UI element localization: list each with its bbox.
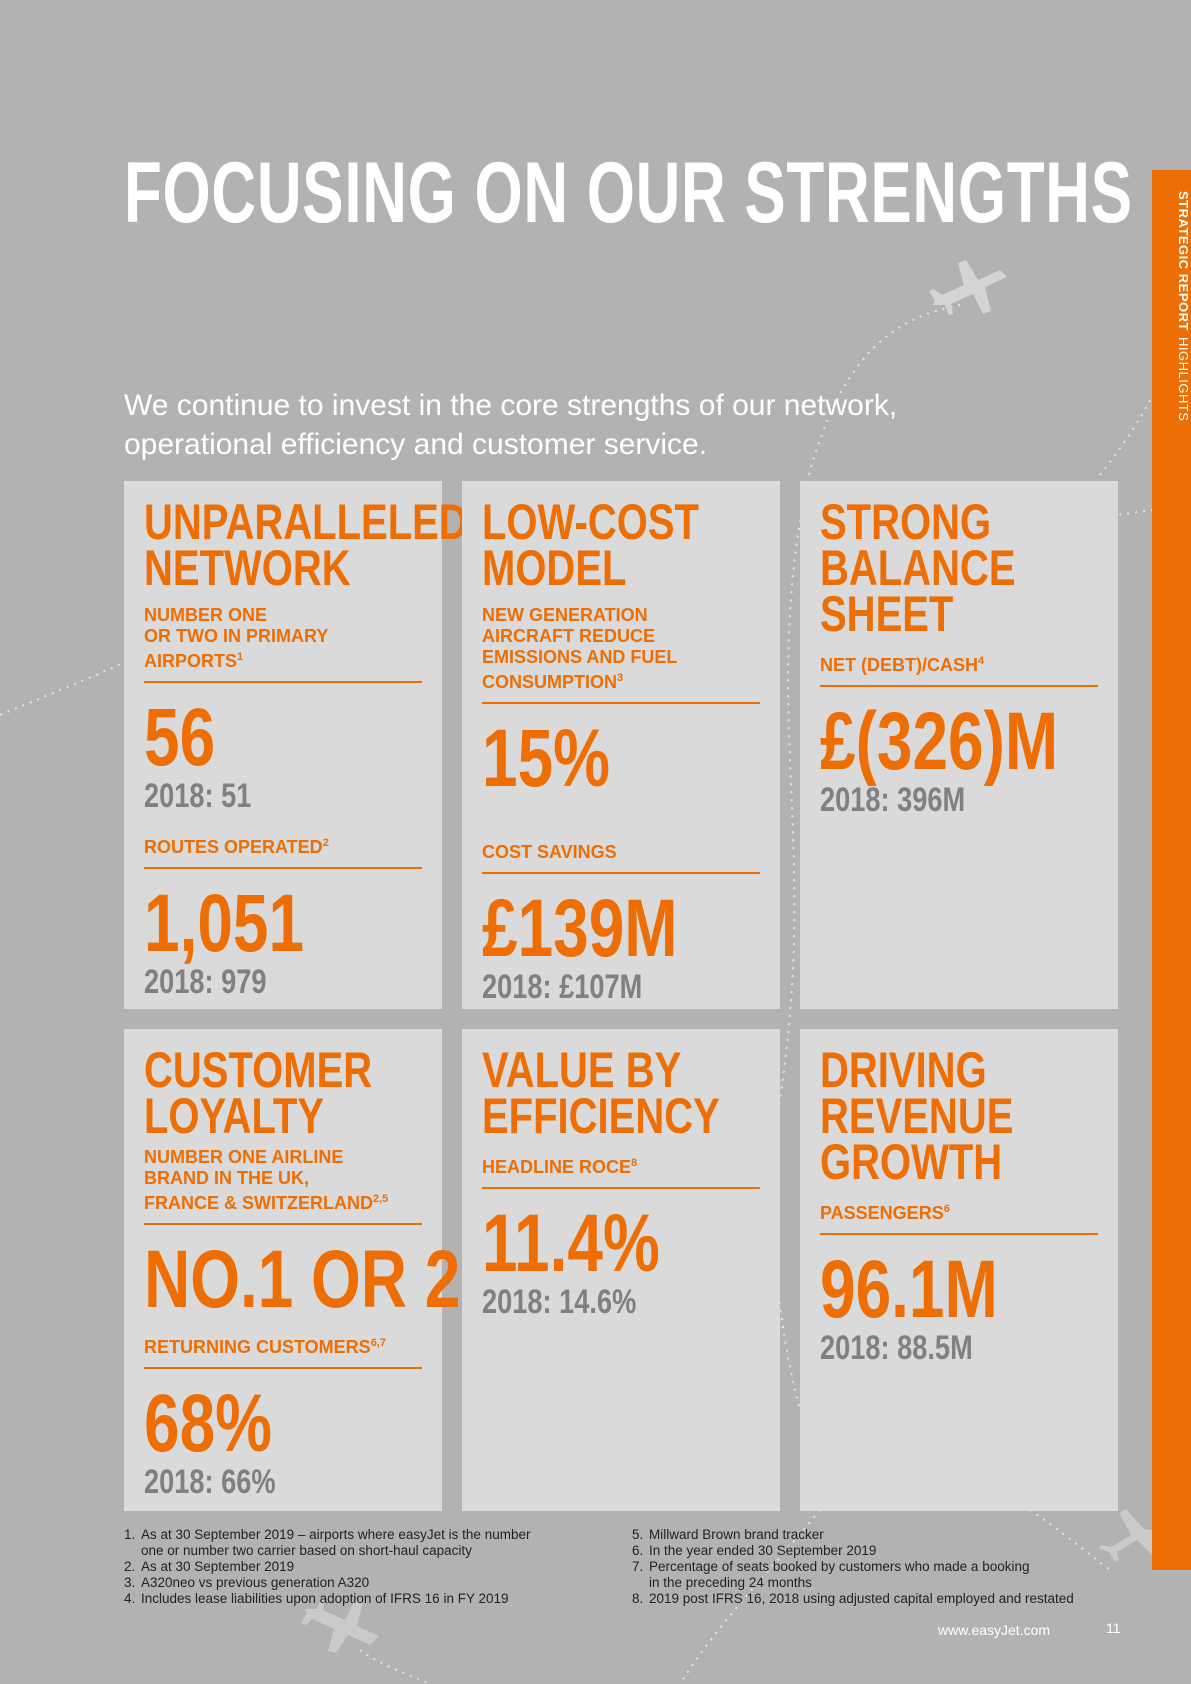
footnote: 1. As at 30 September 2019 – airports whe… <box>124 1527 531 1558</box>
metric-value: £139M <box>482 883 678 974</box>
card-low-cost-model: LOW-COST MODEL NEW GENERATION AIRCRAFT R… <box>462 481 780 1009</box>
footnotes-left: 1. As at 30 September 2019 – airports whe… <box>124 1527 604 1607</box>
prior-year-value: 2018: 14.6% <box>482 1283 637 1321</box>
intro-text: We continue to invest in the core streng… <box>124 389 898 461</box>
section-label: STRATEGIC REPORT HIGHLIGHTS <box>1152 186 1191 426</box>
footnote: 5. Millward Brown brand tracker <box>632 1527 824 1542</box>
card-customer-loyalty: CUSTOMER LOYALTY NUMBER ONE AIRLINE BRAN… <box>124 1029 461 1511</box>
footnote: 4. Includes lease liabilities upon adopti… <box>124 1591 509 1606</box>
prior-year-value: 2018: 979 <box>144 963 267 1001</box>
prior-year-value: 2018: 88.5M <box>820 1329 973 1367</box>
metric-label: NEW GENERATION AIRCRAFT REDUCE EMISSIONS… <box>482 605 760 704</box>
metric-value: 11.4% <box>482 1198 660 1289</box>
card-title: DRIVING REVENUE GROWTH <box>820 1042 1014 1190</box>
card-title: LOW-COST MODEL <box>482 494 699 596</box>
prior-year-value: 2018: 396M <box>820 781 966 819</box>
footnote: 7. Percentage of seats booked by customer… <box>632 1559 1030 1590</box>
metric-label: RETURNING CUSTOMERS6,7 <box>144 1333 422 1369</box>
metric-value: £(326)M <box>820 696 1059 787</box>
page-title: FOCUSING ON OUR STRENGTHS <box>124 145 1133 241</box>
footnote: 6. In the year ended 30 September 2019 <box>632 1543 877 1558</box>
footnote: 8. 2019 post IFRS 16, 2018 using adjusted… <box>632 1591 1074 1606</box>
prior-year-value: 2018: 51 <box>144 777 252 815</box>
footnote: 2. As at 30 September 2019 <box>124 1559 295 1574</box>
plane-icon <box>929 260 1007 315</box>
subsection-name: HIGHLIGHTS <box>1176 336 1191 422</box>
page-number: 11 <box>1106 1620 1121 1636</box>
card-title: UNPARALLELED NETWORK <box>144 494 468 596</box>
card-title: CUSTOMER LOYALTY <box>144 1042 373 1144</box>
card-unparalleled-network: UNPARALLELED NETWORK NUMBER ONE OR TWO I… <box>124 481 468 1009</box>
card-driving-revenue-growth: DRIVING REVENUE GROWTH PASSENGERS6 96.1M… <box>800 1029 1118 1511</box>
card-title: VALUE BY EFFICIENCY <box>482 1042 720 1144</box>
metric-value: 68% <box>144 1378 273 1469</box>
metric-value: 56 <box>144 692 216 783</box>
card-title: STRONG BALANCE SHEET <box>820 494 1016 642</box>
metric-label: HEADLINE ROCE8 <box>482 1153 760 1189</box>
prior-year-value: 2018: 66% <box>144 1463 276 1501</box>
prior-year-value: 2018: £107M <box>482 968 643 1006</box>
section-name: STRATEGIC REPORT <box>1176 190 1191 331</box>
metric-label: NET (DEBT)/CASH4 <box>820 651 1098 687</box>
metric-value: 96.1M <box>820 1244 998 1335</box>
metric-label: ROUTES OPERATED2 <box>144 833 422 869</box>
metric-value: 1,051 <box>144 878 305 969</box>
metric-label: COST SAVINGS <box>482 838 760 874</box>
section-sidebar <box>1152 170 1191 1570</box>
footnote: 3. A320neo vs previous generation A320 <box>124 1575 370 1590</box>
card-strong-balance-sheet: STRONG BALANCE SHEET NET (DEBT)/CASH4 £(… <box>800 481 1118 1009</box>
website-link[interactable]: www.easyJet.com <box>938 1622 1051 1638</box>
card-value-by-efficiency: VALUE BY EFFICIENCY HEADLINE ROCE8 11.4%… <box>462 1029 780 1511</box>
metric-value: 15% <box>482 713 611 804</box>
footnotes-right: 5. Millward Brown brand tracker 6. In the … <box>632 1527 1132 1607</box>
metric-label: NUMBER ONE OR TWO IN PRIMARY AIRPORTS1 <box>144 605 422 683</box>
metric-label: NUMBER ONE AIRLINE BRAND IN THE UK, FRAN… <box>144 1147 422 1225</box>
metric-label: PASSENGERS6 <box>820 1199 1098 1235</box>
metric-value: NO.1 OR 2 <box>144 1234 461 1325</box>
